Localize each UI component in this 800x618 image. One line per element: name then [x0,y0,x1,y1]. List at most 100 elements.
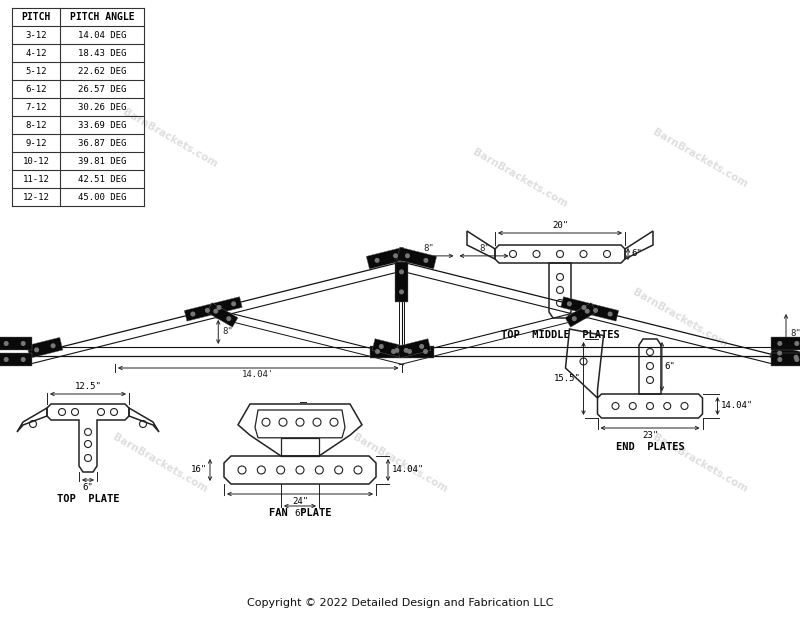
Text: 42.51 DEG: 42.51 DEG [78,174,126,184]
Circle shape [214,310,218,313]
Text: 14.04": 14.04" [721,402,753,410]
Circle shape [5,342,8,345]
Text: BarnBrackets.com: BarnBrackets.com [651,432,749,494]
Text: 8-12: 8-12 [26,121,46,130]
Polygon shape [771,337,800,350]
Text: 33.69 DEG: 33.69 DEG [78,121,126,130]
Circle shape [400,270,403,274]
Text: 36.87 DEG: 36.87 DEG [78,138,126,148]
Text: PITCH: PITCH [22,12,50,22]
Text: 23": 23" [642,431,658,440]
Text: 6": 6" [82,483,94,492]
Circle shape [794,355,798,359]
Circle shape [206,308,210,312]
Polygon shape [184,303,216,321]
Text: 10-12: 10-12 [22,156,50,166]
Text: 11-12: 11-12 [22,174,50,184]
Polygon shape [395,262,408,302]
Circle shape [375,258,379,262]
Text: Copyright © 2022 Detailed Design and Fabrication LLC: Copyright © 2022 Detailed Design and Fab… [246,598,554,608]
Polygon shape [587,303,618,321]
Circle shape [424,350,427,353]
Polygon shape [210,297,242,315]
Circle shape [376,350,379,353]
Polygon shape [397,339,431,358]
Text: TOP  MIDDLE  PLATES: TOP MIDDLE PLATES [501,330,619,340]
Text: 45.00 DEG: 45.00 DEG [78,192,126,201]
Text: 8": 8" [222,328,233,336]
Polygon shape [206,303,238,327]
Text: 5-12: 5-12 [26,67,46,75]
Polygon shape [372,339,406,358]
Polygon shape [397,247,437,269]
Text: BarnBrackets.com: BarnBrackets.com [631,287,729,349]
Text: 8": 8" [423,244,434,253]
Text: 30.26 DEG: 30.26 DEG [78,103,126,111]
Text: 8": 8" [479,244,490,253]
Circle shape [778,342,782,345]
Text: 22.62 DEG: 22.62 DEG [78,67,126,75]
Circle shape [406,254,410,258]
Text: BarnBrackets.com: BarnBrackets.com [111,432,209,494]
Circle shape [191,312,194,316]
Text: 14.04 DEG: 14.04 DEG [78,30,126,40]
Text: 6": 6" [664,362,674,371]
Text: 6-12: 6-12 [26,85,46,93]
Polygon shape [565,303,597,327]
Circle shape [400,290,403,294]
Circle shape [608,312,612,316]
Polygon shape [0,353,32,366]
Text: 24": 24" [292,497,308,506]
Circle shape [420,345,423,349]
Circle shape [232,302,235,306]
Text: 18.43 DEG: 18.43 DEG [78,48,126,57]
Circle shape [394,254,398,258]
Polygon shape [402,345,434,357]
Polygon shape [370,345,402,357]
Text: 39.81 DEG: 39.81 DEG [78,156,126,166]
Text: END  PLATES: END PLATES [616,442,684,452]
Text: 12-12: 12-12 [22,192,50,201]
Circle shape [594,308,598,312]
Circle shape [392,350,395,353]
Polygon shape [0,337,32,350]
Circle shape [795,358,798,362]
Circle shape [424,258,428,262]
Circle shape [22,342,25,345]
Polygon shape [770,345,800,366]
Text: 9-12: 9-12 [26,138,46,148]
Circle shape [227,317,230,321]
Text: 14.04': 14.04' [242,370,274,379]
Text: 3-12: 3-12 [26,30,46,40]
Polygon shape [771,353,800,366]
Circle shape [567,302,571,306]
Text: BarnBrackets.com: BarnBrackets.com [471,147,569,210]
Circle shape [51,344,55,347]
Text: 14.04": 14.04" [392,465,424,475]
Text: 15.5": 15.5" [554,374,581,383]
Text: 6": 6" [294,509,306,518]
Text: 16": 16" [191,465,207,475]
Text: 20": 20" [552,221,568,230]
Text: TOP  PLATE: TOP PLATE [57,494,119,504]
Circle shape [778,358,782,362]
Text: 12.5": 12.5" [74,382,102,391]
Circle shape [404,349,408,352]
Text: BarnBrackets.com: BarnBrackets.com [651,127,749,189]
Circle shape [582,306,586,309]
Circle shape [22,358,25,362]
Text: PITCH ANGLE: PITCH ANGLE [70,12,134,22]
Text: 4-12: 4-12 [26,48,46,57]
Circle shape [778,352,782,355]
Polygon shape [561,297,593,315]
Circle shape [218,306,221,309]
Text: 7-12: 7-12 [26,103,46,111]
Circle shape [5,358,8,362]
Circle shape [795,342,798,345]
Text: 6": 6" [631,250,642,258]
Circle shape [34,348,38,352]
Circle shape [395,349,398,352]
Polygon shape [26,337,63,358]
Text: BarnBrackets.com: BarnBrackets.com [121,107,219,169]
Text: BarnBrackets.com: BarnBrackets.com [351,432,449,494]
